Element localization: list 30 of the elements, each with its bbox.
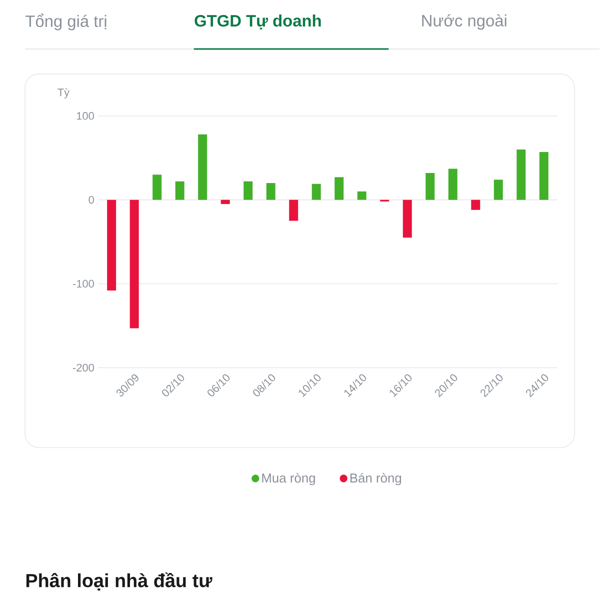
bar <box>244 182 253 200</box>
text: Tổng giá trị <box>26 14 106 31</box>
bar <box>471 200 480 210</box>
bar <box>175 182 184 200</box>
bar <box>494 180 503 200</box>
bar <box>289 200 298 222</box>
bar <box>198 134 208 200</box>
legend-label: Mua ròng <box>262 473 315 486</box>
bar <box>426 173 435 200</box>
y-tick-label: 100 <box>76 112 94 120</box>
text: Phân loại nhà đầu tư <box>26 572 212 591</box>
bar <box>334 177 344 200</box>
text: Nước ngoài <box>422 14 506 30</box>
bar <box>152 174 162 200</box>
y-axis-title: Tỳ <box>58 88 70 99</box>
bar <box>402 200 412 238</box>
bar <box>448 169 458 200</box>
y-tick-label: -200 <box>72 364 94 372</box>
y-tick-label: -100 <box>72 280 94 288</box>
y-tick-label: 0 <box>88 196 94 204</box>
bar <box>312 184 321 200</box>
bar <box>220 200 230 204</box>
bar <box>539 152 548 200</box>
bar <box>130 200 139 328</box>
bar <box>357 192 366 200</box>
bar <box>266 183 276 200</box>
legend-label: Bán ròng <box>350 473 402 486</box>
bar <box>516 150 526 200</box>
chart-title: GTGD Tự doanh <box>194 14 321 30</box>
bar <box>107 200 116 291</box>
